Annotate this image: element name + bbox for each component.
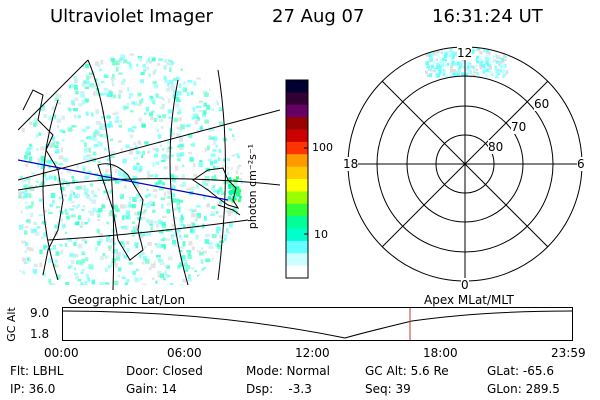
mlt-label-0: 0 — [461, 278, 469, 292]
colorbar-unit-label: photon cm⁻²s⁻¹ — [246, 143, 260, 230]
mlt-label-6: 6 — [577, 157, 585, 171]
timeline-left-label: Geographic Lat/Lon — [68, 293, 186, 307]
lat-label-70: 70 — [511, 120, 527, 134]
instrument-title: Ultraviolet Imager — [50, 6, 213, 27]
timeline-ytick-1-8: 1.8 — [30, 327, 50, 341]
status-gain: Gain: 14 — [126, 382, 177, 396]
status-gc-alt: GC Alt: 5.6 Re — [365, 364, 449, 378]
spacecraft-track-line — [18, 159, 229, 201]
status-ip: IP: 36.0 — [10, 382, 56, 396]
altitude-curve — [62, 310, 573, 339]
status-glat: GLat: -65.6 — [487, 364, 554, 378]
timeline-right-label: Apex MLat/MLT — [424, 293, 514, 307]
timeline-axis-title: GC Alt — [4, 307, 18, 342]
mlt-label-12: 12 — [457, 46, 473, 60]
status-glon: GLon: 289.5 — [487, 382, 560, 396]
observation-date: 27 Aug 07 — [272, 6, 365, 27]
colorbar — [285, 79, 309, 279]
timeline-xtick-0600: 06:00 — [167, 346, 202, 360]
polar-mlt-plot — [347, 46, 583, 282]
timeline-xtick-2359: 23:59 — [551, 346, 586, 360]
status-seq: Seq: 39 — [365, 382, 411, 396]
continent-outlines — [22, 89, 241, 276]
observation-time: 16:31:24 UT — [432, 6, 543, 27]
altitude-timeline-plot — [62, 307, 573, 341]
lat-label-80: 80 — [488, 140, 504, 154]
status-flt: Flt: LBHL — [10, 364, 64, 378]
status-door: Door: Closed — [126, 364, 203, 378]
geographic-image-panel — [18, 53, 280, 291]
colorbar-tick-100: 100 — [312, 141, 333, 154]
colorbar-tick-10: 10 — [314, 228, 328, 241]
mlt-label-18: 18 — [343, 157, 359, 171]
timeline-xtick-1800: 18:00 — [423, 346, 458, 360]
timeline-xtick-0000: 00:00 — [44, 346, 79, 360]
status-mode: Mode: Normal — [246, 364, 330, 378]
timeline-ytick-9: 9.0 — [30, 306, 50, 320]
status-dsp: Dsp: -3.3 — [246, 382, 312, 396]
lat-label-60: 60 — [534, 97, 550, 111]
timeline-xtick-1200: 12:00 — [295, 346, 330, 360]
